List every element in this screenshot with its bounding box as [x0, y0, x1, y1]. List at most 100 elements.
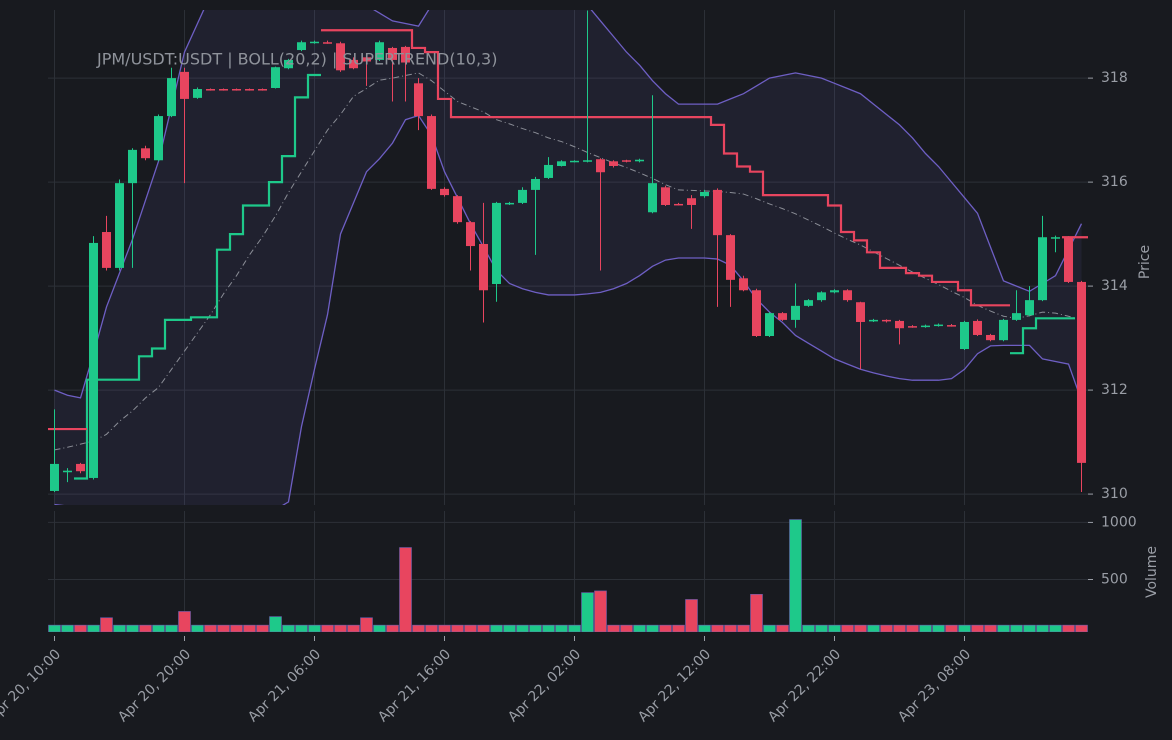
- candle-body: [1077, 281, 1086, 463]
- candle-body: [713, 189, 722, 236]
- candle-body: [1038, 237, 1047, 301]
- candle-body: [1025, 300, 1034, 316]
- candle-body: [245, 89, 254, 91]
- volume-bar: [841, 624, 854, 632]
- volume-bar: [607, 624, 620, 632]
- candle-body: [284, 59, 293, 69]
- volume-bar: [256, 624, 269, 632]
- y-tick-label: 310: [1101, 486, 1128, 502]
- candle-body: [700, 191, 709, 197]
- candle-body: [687, 198, 696, 205]
- volume-bar: [48, 624, 61, 632]
- candle-body: [947, 325, 956, 327]
- candle-body: [414, 83, 423, 117]
- volume-bar: [269, 616, 282, 632]
- y2-axis-label: Volume: [1144, 546, 1160, 598]
- candle-body: [934, 324, 943, 327]
- candle-body: [323, 42, 332, 44]
- volume-bar: [971, 624, 984, 632]
- candle-body: [960, 321, 969, 350]
- volume-bar: [802, 624, 815, 632]
- volume-bar: [243, 624, 256, 632]
- candle-body: [674, 203, 683, 206]
- candle-body: [869, 319, 878, 322]
- volume-bar: [1036, 624, 1049, 632]
- candle-body: [583, 160, 592, 162]
- volume-bar: [568, 624, 581, 632]
- volume-bar: [360, 617, 373, 632]
- volume-bar: [893, 624, 906, 632]
- candle-body: [778, 313, 787, 320]
- volume-bar: [152, 624, 165, 632]
- candle-body: [882, 319, 891, 322]
- candle-body: [89, 242, 98, 478]
- candle-body: [726, 235, 735, 280]
- volume-bar: [113, 624, 126, 632]
- candle-body: [830, 290, 839, 293]
- volume-bar: [61, 624, 74, 632]
- candle-body: [141, 148, 150, 159]
- volume-bar: [672, 624, 685, 632]
- candle-body: [271, 67, 280, 88]
- candle-body: [427, 116, 436, 189]
- volume-bar: [945, 624, 958, 632]
- candle-body: [622, 160, 631, 162]
- candle-body: [1012, 313, 1021, 320]
- volume-bar: [1062, 624, 1075, 632]
- candle-body: [609, 161, 618, 166]
- candle-body: [388, 47, 397, 60]
- y-tick-label: 318: [1101, 70, 1128, 86]
- candle-body: [128, 149, 137, 184]
- candle-body: [908, 326, 917, 328]
- candle-body: [50, 463, 59, 491]
- volume-bar: [620, 624, 633, 632]
- volume-bar: [165, 624, 178, 632]
- volume-bar: [1010, 624, 1023, 632]
- volume-bar: [828, 624, 841, 632]
- y-tick-label: 312: [1101, 382, 1128, 398]
- candle-body: [180, 71, 189, 99]
- y-tick-label: 316: [1101, 174, 1128, 190]
- candle-body: [102, 232, 111, 268]
- volume-bar: [867, 624, 880, 632]
- candle-body: [752, 290, 761, 337]
- volume-bar: [477, 624, 490, 632]
- candle-body: [362, 57, 371, 62]
- volume-bar: [776, 624, 789, 632]
- volume-bar: [555, 624, 568, 632]
- supertrend-up: [74, 73, 1075, 480]
- volume-bar: [295, 624, 308, 632]
- volume-bar: [880, 624, 893, 632]
- volume-bar: [126, 624, 139, 632]
- candle-body: [739, 278, 748, 291]
- candle-body: [219, 89, 228, 91]
- volume-bar: [685, 599, 698, 632]
- volume-bar: [490, 624, 503, 632]
- volume-bar: [711, 624, 724, 632]
- volume-bar: [399, 547, 412, 632]
- candle-body: [206, 89, 215, 91]
- candle-body: [999, 319, 1008, 341]
- candle-body: [1064, 237, 1073, 282]
- boll-upper: [54, 10, 1083, 399]
- candle-body: [843, 290, 852, 301]
- candle-body: [856, 302, 865, 322]
- candle-body: [661, 187, 670, 205]
- volume-bar: [74, 624, 87, 632]
- volume-bar: [334, 624, 347, 632]
- candle-body: [349, 59, 358, 69]
- y2-tick-label: 500: [1101, 571, 1128, 587]
- candle-body: [479, 243, 488, 291]
- volume-bar: [139, 624, 152, 632]
- candle-body: [453, 196, 462, 223]
- volume-bar: [321, 624, 334, 632]
- volume-bar: [659, 624, 672, 632]
- volume-bar: [958, 624, 971, 632]
- volume-bar: [438, 624, 451, 632]
- volume-bar: [529, 624, 542, 632]
- volume-bar: [581, 592, 594, 632]
- chart-title: JPM/USDT:USDT | BOLL(20,2) | SUPERTREND(…: [96, 50, 497, 69]
- candle-body: [297, 42, 306, 51]
